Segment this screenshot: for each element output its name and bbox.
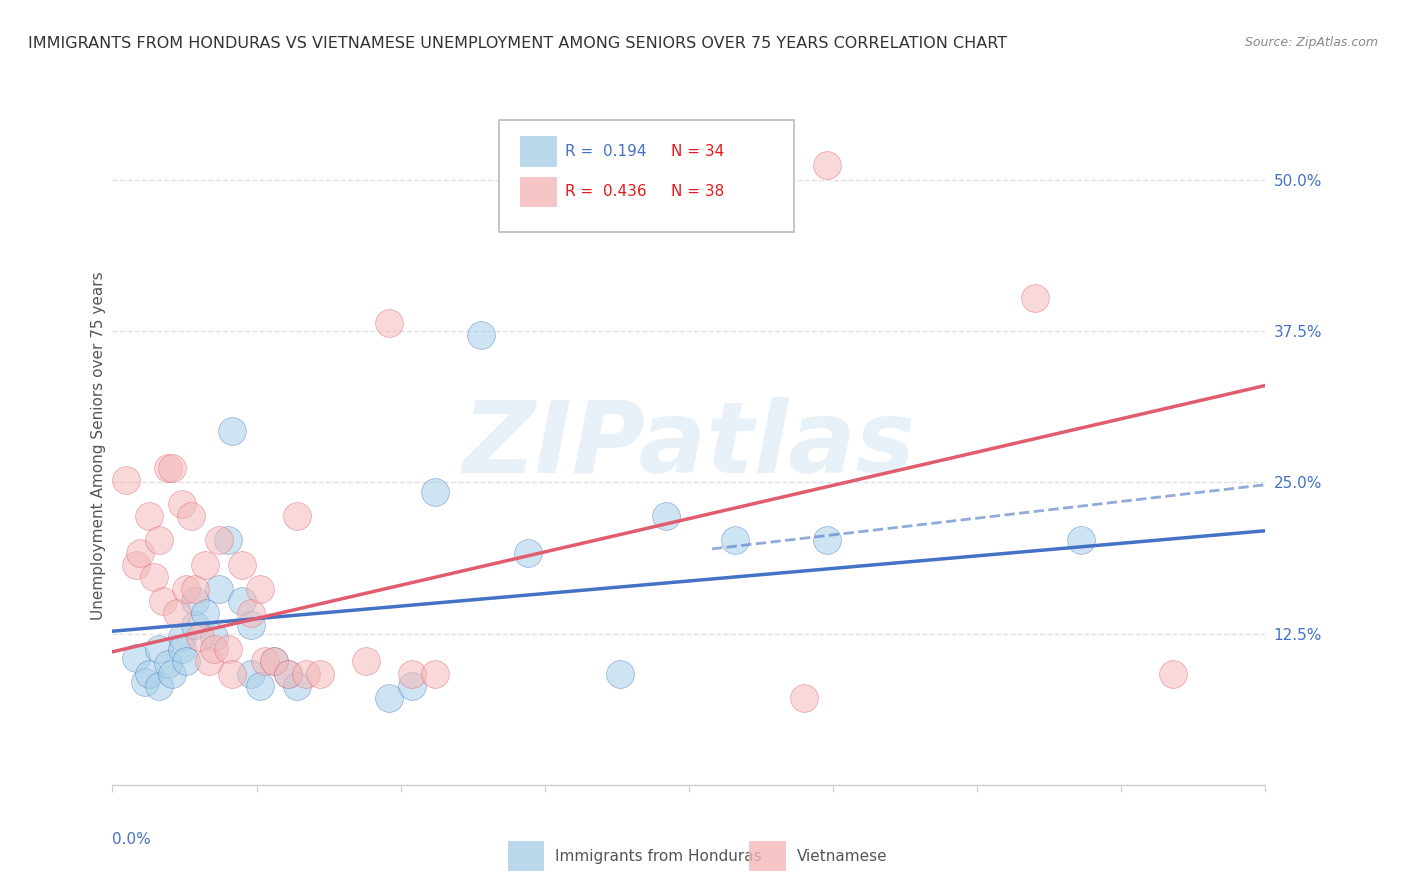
Point xyxy=(148,533,170,548)
Text: IMMIGRANTS FROM HONDURAS VS VIETNAMESE UNEMPLOYMENT AMONG SENIORS OVER 75 YEARS : IMMIGRANTS FROM HONDURAS VS VIETNAMESE U… xyxy=(28,36,1007,51)
Point xyxy=(609,666,631,681)
Point xyxy=(239,618,262,632)
Point xyxy=(378,316,401,330)
Point xyxy=(202,630,225,644)
Text: N = 38: N = 38 xyxy=(671,185,724,199)
Point xyxy=(148,679,170,693)
Point xyxy=(1070,533,1092,548)
Point xyxy=(309,666,332,681)
Point xyxy=(170,630,193,644)
Point xyxy=(1161,666,1184,681)
Point xyxy=(815,533,838,548)
Point xyxy=(285,679,308,693)
Point xyxy=(174,582,197,596)
Point xyxy=(1024,291,1046,305)
Point xyxy=(249,582,271,596)
Point xyxy=(239,666,262,681)
Point xyxy=(217,642,239,657)
Point xyxy=(162,460,184,475)
Point xyxy=(138,666,160,681)
Point xyxy=(231,594,253,608)
Point xyxy=(170,497,193,511)
Point xyxy=(184,618,207,632)
Point xyxy=(115,473,138,487)
Point xyxy=(221,425,243,439)
Point xyxy=(194,558,217,572)
Y-axis label: Unemployment Among Seniors over 75 years: Unemployment Among Seniors over 75 years xyxy=(90,272,105,620)
Point xyxy=(285,509,308,524)
Point xyxy=(124,558,146,572)
Point xyxy=(295,666,318,681)
Point xyxy=(124,651,146,665)
Point xyxy=(231,558,253,572)
Point xyxy=(425,485,447,500)
Point xyxy=(129,545,152,559)
Point xyxy=(148,642,170,657)
Point xyxy=(217,533,239,548)
Point xyxy=(143,570,166,584)
Point xyxy=(263,655,285,669)
Text: ZIPatlas: ZIPatlas xyxy=(463,398,915,494)
Point xyxy=(249,679,271,693)
Point xyxy=(277,666,299,681)
Point xyxy=(180,509,202,524)
Point xyxy=(134,675,156,690)
Point xyxy=(207,582,229,596)
Point xyxy=(516,545,538,559)
Point xyxy=(401,679,423,693)
Point xyxy=(470,327,492,342)
Point xyxy=(202,642,225,657)
Point xyxy=(253,655,276,669)
Point xyxy=(207,533,229,548)
Text: Immigrants from Honduras: Immigrants from Honduras xyxy=(555,849,762,863)
Point xyxy=(198,655,221,669)
Point xyxy=(156,460,179,475)
Point xyxy=(188,630,211,644)
Point xyxy=(221,666,243,681)
Point xyxy=(239,606,262,620)
Point xyxy=(156,657,179,671)
Point xyxy=(138,509,160,524)
Point xyxy=(162,666,184,681)
Text: Source: ZipAtlas.com: Source: ZipAtlas.com xyxy=(1244,36,1378,49)
Point xyxy=(277,666,299,681)
Point xyxy=(152,594,174,608)
Point xyxy=(166,606,188,620)
Point xyxy=(815,158,838,172)
Point xyxy=(170,642,193,657)
Text: Vietnamese: Vietnamese xyxy=(797,849,887,863)
Text: R =  0.194: R = 0.194 xyxy=(565,145,647,159)
Point xyxy=(184,582,207,596)
Text: R =  0.436: R = 0.436 xyxy=(565,185,647,199)
Point xyxy=(184,594,207,608)
Point xyxy=(724,533,747,548)
Point xyxy=(425,666,447,681)
Text: 0.0%: 0.0% xyxy=(112,832,152,847)
Point xyxy=(354,655,377,669)
Point xyxy=(378,690,401,705)
Point xyxy=(655,509,678,524)
Point xyxy=(793,690,815,705)
Point xyxy=(263,655,285,669)
Point xyxy=(194,606,217,620)
Text: N = 34: N = 34 xyxy=(671,145,724,159)
Point xyxy=(174,655,197,669)
Point xyxy=(401,666,423,681)
